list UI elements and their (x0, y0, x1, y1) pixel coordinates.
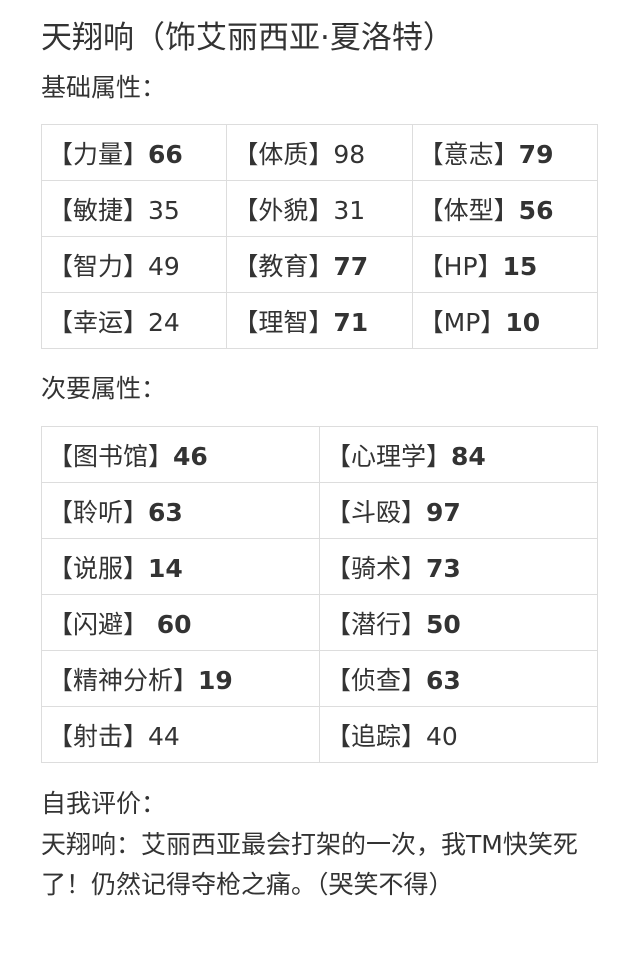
attribute-value: 46 (173, 441, 208, 471)
attribute-label: 【聆听】 (48, 497, 149, 527)
attribute-label: 【MP】 (418, 307, 506, 337)
attribute-label: 【敏捷】 (48, 195, 149, 225)
attribute-cell: 【精神分析】19 (41, 650, 320, 707)
attribute-label: 【精神分析】 (48, 665, 199, 695)
attribute-cell: 【斗殴】97 (319, 482, 598, 539)
attribute-value: 77 (333, 251, 369, 281)
attribute-value: 35 (148, 195, 180, 225)
self-review-heading: 自我评价： (41, 789, 167, 818)
attribute-label: 【潜行】 (326, 609, 427, 639)
attribute-cell: 【体型】56 (411, 180, 599, 237)
self-review-text: 天翔响：艾丽西亚最会打架的一次，我TM快笑死了！仍然记得夺枪之痛。（哭笑不得） (41, 830, 578, 899)
attribute-cell: 【体质】98 (226, 124, 413, 181)
attribute-cell: 【闪避】 60 (41, 594, 320, 651)
attribute-value: 49 (148, 251, 180, 281)
basic-attributes-table: 【力量】66 【体质】98 【意志】79 【敏捷】35 【外貌】31 【体型】56 【智力】… (40, 124, 599, 349)
attribute-label: 【斗殴】 (326, 497, 427, 527)
attribute-value: 56 (518, 195, 554, 225)
attribute-label: 【外貌】 (233, 195, 334, 225)
table-row: 【智力】49 【教育】77 【HP】15 (40, 236, 599, 293)
table-row: 【聆听】63 【斗殴】97 (41, 482, 598, 539)
attribute-value: 44 (148, 721, 180, 751)
attribute-value: 97 (426, 497, 461, 527)
attribute-value: 71 (333, 307, 369, 337)
table-row: 【射击】44 【追踪】40 (41, 706, 598, 763)
attribute-value: 31 (333, 195, 366, 225)
attribute-label: 【追踪】 (326, 721, 427, 751)
attribute-label: 【教育】 (233, 251, 334, 281)
table-row: 【精神分析】19 【侦查】63 (41, 650, 598, 707)
table-row: 【力量】66 【体质】98 【意志】79 (40, 124, 599, 181)
attribute-cell: 【理智】71 (226, 292, 413, 349)
attribute-value: 73 (426, 553, 461, 583)
attribute-label: 【HP】 (418, 251, 503, 281)
attribute-value: 40 (426, 721, 458, 751)
attribute-value: 15 (502, 251, 538, 281)
attribute-value: 63 (426, 665, 461, 695)
attribute-label: 【闪避】 (48, 609, 149, 639)
attribute-label: 【说服】 (48, 553, 149, 583)
attribute-cell: 【MP】10 (411, 292, 599, 349)
secondary-attributes-heading: 次要属性： (41, 374, 167, 403)
attribute-cell: 【HP】15 (411, 236, 599, 293)
attribute-cell: 【图书馆】46 (41, 426, 320, 483)
attribute-cell: 【潜行】50 (319, 594, 598, 651)
attribute-label: 【体型】 (418, 195, 519, 225)
attribute-cell: 【心理学】84 (319, 426, 598, 483)
table-row: 【敏捷】35 【外貌】31 【体型】56 (40, 180, 599, 237)
table-row: 【闪避】 60 【潜行】50 (41, 594, 598, 651)
page-title: 天翔响（饰艾丽西亚·夏洛特） (41, 20, 454, 56)
attribute-label: 【射击】 (48, 721, 149, 751)
attribute-value: 79 (518, 139, 554, 169)
attribute-value: 10 (505, 307, 541, 337)
attribute-cell: 【敏捷】35 (40, 180, 228, 237)
attribute-label: 【图书馆】 (48, 441, 174, 471)
attribute-cell: 【说服】14 (41, 538, 320, 595)
attribute-label: 【体质】 (233, 139, 334, 169)
attribute-value: 60 (148, 609, 192, 639)
attribute-value: 66 (148, 139, 183, 169)
attribute-cell: 【追踪】40 (319, 706, 598, 763)
secondary-attributes-table: 【图书馆】46 【心理学】84 【聆听】63 【斗殴】97 【说服】14 【骑术】73 【闪… (41, 426, 598, 763)
attribute-cell: 【力量】66 (40, 124, 228, 181)
attribute-cell: 【侦查】63 (319, 650, 598, 707)
attribute-label: 【侦查】 (326, 665, 427, 695)
attribute-value: 24 (148, 307, 180, 337)
attribute-cell: 【幸运】24 (40, 292, 228, 349)
attribute-cell: 【外貌】31 (226, 180, 413, 237)
attribute-value: 98 (333, 139, 366, 169)
attribute-cell: 【聆听】63 (41, 482, 320, 539)
attribute-value: 14 (148, 553, 183, 583)
attribute-cell: 【射击】44 (41, 706, 320, 763)
attribute-value: 84 (451, 441, 486, 471)
attribute-label: 【意志】 (418, 139, 519, 169)
attribute-cell: 【意志】79 (411, 124, 599, 181)
table-row: 【图书馆】46 【心理学】84 (41, 426, 598, 483)
basic-attributes-heading: 基础属性： (41, 73, 167, 102)
attribute-cell: 【骑术】73 (319, 538, 598, 595)
table-row: 【幸运】24 【理智】71 【MP】10 (40, 292, 599, 349)
attribute-label: 【力量】 (48, 139, 149, 169)
attribute-label: 【智力】 (48, 251, 149, 281)
attribute-label: 【幸运】 (48, 307, 149, 337)
table-row: 【说服】14 【骑术】73 (41, 538, 598, 595)
attribute-label: 【骑术】 (326, 553, 427, 583)
attribute-value: 63 (148, 497, 183, 527)
attribute-label: 【理智】 (233, 307, 334, 337)
attribute-label: 【心理学】 (326, 441, 452, 471)
attribute-cell: 【智力】49 (40, 236, 228, 293)
attribute-value: 50 (426, 609, 461, 639)
attribute-cell: 【教育】77 (226, 236, 413, 293)
attribute-value: 19 (198, 665, 233, 695)
